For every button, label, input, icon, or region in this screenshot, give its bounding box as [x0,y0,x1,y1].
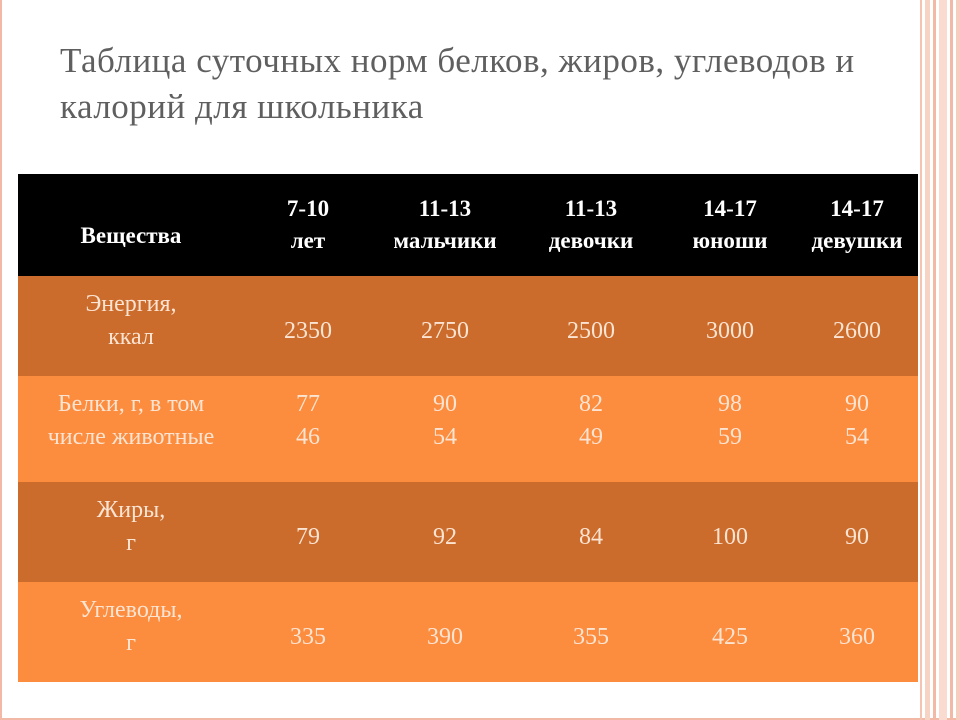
cell-value: 2750 [421,318,469,344]
table-cell: 92 [372,482,518,582]
cell-value: 98 [718,391,742,417]
cell-value: 2350 [284,318,332,344]
stripe [950,0,953,720]
cell-value: 77 [296,391,320,417]
slide-border-left [0,0,2,720]
table-cell: 82 49 [518,376,664,482]
table-cell: 335 [244,582,372,682]
cell-value: 3000 [706,318,754,344]
row-label-text: г [126,530,136,556]
table-cell: 360 [796,582,918,682]
header-text: 14-17 [830,196,884,221]
table-cell: 3000 [664,276,796,376]
table-cell: 90 54 [372,376,518,482]
table-cell: 390 [372,582,518,682]
header-text: 11-13 [418,196,472,221]
table-row-fats: Жиры, г 79 92 84 100 90 [18,482,918,582]
table-cell: 90 54 [796,376,918,482]
cell-value: 425 [712,624,748,650]
table-cell: 98 59 [664,376,796,482]
row-label-text: Белки, г, в том [57,391,205,417]
table-cell: 2350 [244,276,372,376]
cell-value: 390 [427,624,463,650]
cell-value: 84 [579,524,603,550]
row-label: Углеводы, г [18,582,244,682]
row-label-text: числе животные [47,424,215,450]
cell-value: 59 [718,424,742,450]
column-header-14-17-girls: 14-17 девушки [796,174,918,276]
cell-value: 54 [845,424,869,450]
stripe [925,0,930,720]
cell-value: 90 [845,391,869,417]
header-text: лет [290,228,326,253]
table-row-carbohydrates: Углеводы, г 335 390 355 425 360 [18,582,918,682]
cell-value: 100 [712,524,748,550]
column-header-11-13-boys: 11-13 мальчики [372,174,518,276]
stripe [956,0,960,720]
table-cell: 2750 [372,276,518,376]
cell-value: 49 [579,424,603,450]
cell-value: 79 [296,524,320,550]
table-row-proteins: Белки, г, в том числе животные 77 46 90 … [18,376,918,482]
stripe [920,0,922,720]
cell-value: 90 [433,391,457,417]
nutrition-norms-table: Вещества 7-10 лет 11-13 мальчики 11-13 д… [18,174,918,682]
slide-border-bottom [0,718,960,720]
cell-value: 2600 [833,318,881,344]
cell-value: 335 [290,624,326,650]
table-cell: 77 46 [244,376,372,482]
cell-value: 90 [845,524,869,550]
table-cell: 100 [664,482,796,582]
column-header-substance: Вещества [18,174,244,276]
stripe [933,0,936,720]
column-header-11-13-girls: 11-13 девочки [518,174,664,276]
table-cell: 90 [796,482,918,582]
header-text: мальчики [393,228,497,253]
header-text: девушки [811,228,903,253]
table-cell: 79 [244,482,372,582]
table-row-energy: Энергия, ккал 2350 2750 2500 3000 2600 [18,276,918,376]
row-label-text: Жиры, [96,497,166,523]
column-header-14-17-boys: 14-17 юноши [664,174,796,276]
cell-value: 82 [579,391,603,417]
cell-value: 46 [296,424,320,450]
header-text: Вещества [80,223,182,248]
header-text: 7-10 [286,196,330,221]
row-label: Белки, г, в том числе животные [18,376,244,482]
cell-value: 54 [433,424,457,450]
column-header-7-10: 7-10 лет [244,174,372,276]
row-label: Жиры, г [18,482,244,582]
row-label-text: ккал [108,324,154,350]
stripe [939,0,947,720]
cell-value: 92 [433,524,457,550]
cell-value: 360 [839,624,875,650]
row-label: Энергия, ккал [18,276,244,376]
row-label-text: г [126,630,136,656]
table-header-row: Вещества 7-10 лет 11-13 мальчики 11-13 д… [18,174,918,276]
cell-value: 2500 [567,318,615,344]
header-text: девочки [548,228,634,253]
table-cell: 355 [518,582,664,682]
table-cell: 2500 [518,276,664,376]
table-cell: 84 [518,482,664,582]
header-text: юноши [692,228,768,253]
cell-value: 355 [573,624,609,650]
header-text: 11-13 [564,196,618,221]
table-cell: 2600 [796,276,918,376]
row-label-text: Углеводы, [79,597,183,623]
header-text: 14-17 [703,196,757,221]
table-cell: 425 [664,582,796,682]
slide-title: Таблица суточных норм белков, жиров, угл… [60,41,855,126]
decorative-stripes [920,0,960,720]
row-label-text: Энергия, [85,291,177,317]
